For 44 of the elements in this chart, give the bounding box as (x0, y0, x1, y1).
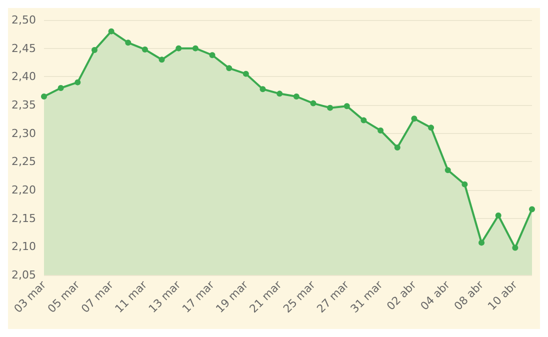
x-tick-label: 02 abr (384, 278, 420, 313)
point (58, 85, 64, 91)
y-tick-label: 2,15 (12, 212, 36, 225)
y-tick-label: 2,30 (12, 126, 36, 140)
point (360, 117, 367, 124)
y-tick-label: 2,50 (12, 14, 36, 26)
point (411, 116, 418, 122)
point (529, 206, 535, 212)
point (495, 212, 502, 218)
point (74, 79, 81, 86)
point (108, 28, 114, 34)
x-tick-label: 10 abr (485, 278, 520, 313)
point (260, 86, 266, 92)
point (41, 94, 47, 100)
point (176, 45, 182, 52)
y-tick-label: 2,10 (12, 240, 36, 254)
point (226, 65, 232, 72)
point (378, 128, 384, 134)
point (192, 45, 198, 52)
point (428, 124, 434, 131)
point (91, 47, 98, 54)
point (512, 244, 518, 251)
point (276, 90, 283, 97)
point (444, 167, 451, 174)
y-tick-label: 2,20 (12, 184, 36, 196)
point (462, 181, 468, 188)
point (158, 56, 165, 63)
point (242, 70, 249, 77)
point (394, 144, 400, 150)
y-tick-label: 2,25 (12, 155, 36, 168)
point (310, 100, 316, 106)
point (293, 94, 300, 100)
y-tick-label: 2,35 (12, 98, 36, 112)
y-tick-label: 2,45 (12, 42, 36, 55)
point (327, 104, 334, 111)
x-tick-label: 08 abr (452, 278, 486, 313)
y-tick-label: 2,05 (12, 268, 36, 282)
point (478, 240, 485, 246)
point (142, 46, 148, 52)
y-tick-label: 2,40 (12, 70, 36, 84)
point (125, 40, 132, 46)
point (209, 52, 216, 58)
x-tick-label: 04 abr (418, 278, 453, 313)
point (344, 103, 350, 110)
